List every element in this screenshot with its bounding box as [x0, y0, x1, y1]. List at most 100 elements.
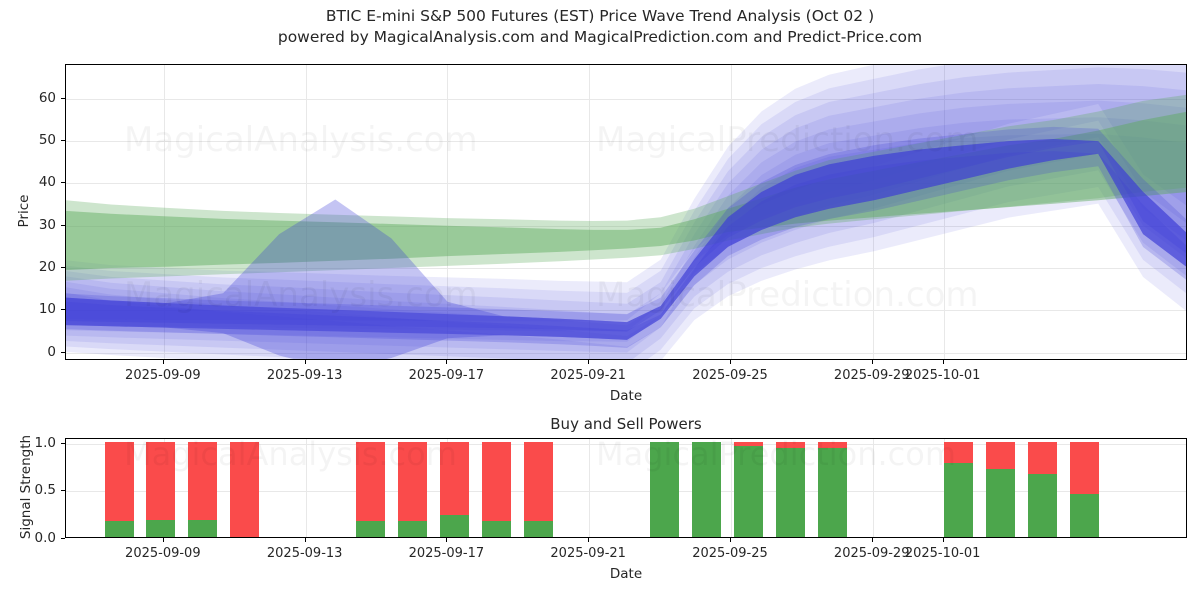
- blue-outer-band-3: [66, 84, 1186, 353]
- blue-inner-band-2: [66, 126, 1186, 332]
- signal-bar-buy-segment: [482, 520, 512, 537]
- blue-inner-band-1: [66, 139, 1186, 340]
- signal-bar[interactable]: [943, 439, 973, 537]
- signal-bar[interactable]: [733, 439, 763, 537]
- blue-core-band: [66, 139, 1186, 340]
- signal-gridline-v-1: [305, 439, 307, 537]
- signal-bar[interactable]: [146, 439, 176, 537]
- signal-xtick-mark-2: [446, 538, 448, 542]
- signal-bar-buy-segment: [524, 520, 554, 537]
- price-gridline-v-6: [943, 65, 945, 359]
- price-xtick-label-0: 2025-09-09: [125, 368, 201, 383]
- price-xtick-mark-6: [942, 360, 944, 364]
- price-ytick-mark-1: [61, 309, 65, 311]
- price-ytick-label-0: 0: [47, 343, 56, 360]
- price-gridline-v-3: [589, 65, 591, 359]
- signal-bar[interactable]: [356, 439, 386, 537]
- signal-bar-buy-segment: [146, 519, 176, 537]
- signal-bar-buy-segment: [1027, 474, 1057, 537]
- signal-bar-buy-segment: [1069, 494, 1099, 537]
- signal-bar-sell-segment: [230, 441, 260, 537]
- signal-bar-sell-segment: [524, 441, 554, 521]
- signal-bar-buy-segment: [104, 520, 134, 537]
- signal-bar[interactable]: [524, 439, 554, 537]
- price-xtick-label-2: 2025-09-17: [408, 368, 485, 383]
- signal-bar[interactable]: [1027, 439, 1057, 537]
- price-gridline-v-2: [447, 65, 449, 359]
- signal-bar[interactable]: [775, 439, 805, 537]
- price-gridline-v-0: [163, 65, 165, 359]
- price-chart-x-axis-label: Date: [609, 388, 643, 404]
- figure-title-block: BTIC E-mini S&P 500 Futures (EST) Price …: [0, 6, 1200, 48]
- signal-bar[interactable]: [691, 439, 721, 537]
- signal-chart-x-axis-label: Date: [609, 566, 643, 582]
- signal-bar-sell-segment: [1069, 441, 1099, 495]
- signal-xtick-label-2: 2025-09-17: [408, 546, 485, 561]
- price-gridline-h-0: [66, 352, 1186, 354]
- price-xtick-label-3: 2025-09-21: [550, 368, 626, 383]
- signal-bar[interactable]: [650, 439, 679, 537]
- price-wave-chart-axes: MagicalAnalysis.com MagicalPrediction.co…: [65, 64, 1187, 360]
- price-ytick-label-3: 30: [38, 216, 56, 233]
- price-gridline-v-4: [731, 65, 732, 359]
- signal-bar[interactable]: [440, 439, 470, 537]
- blue-inner-band-0: [66, 151, 1186, 348]
- blue-wave-bump-area: [66, 139, 1186, 359]
- blue-outer-band-1: [66, 117, 1186, 359]
- green-inner-band: [66, 111, 1186, 271]
- price-xtick-label-6: 2025-10-01: [904, 368, 981, 383]
- signal-bar[interactable]: [104, 439, 134, 537]
- signal-ytick-mark-1: [61, 490, 65, 492]
- price-gridline-h-2: [66, 268, 1186, 269]
- buy-sell-powers-title: Buy and Sell Powers: [550, 415, 702, 433]
- signal-gridline-v-5: [872, 439, 874, 537]
- signal-xtick-label-1: 2025-09-13: [266, 546, 343, 561]
- signal-bar-sell-segment: [1027, 441, 1057, 475]
- price-gridline-h-5: [66, 141, 1186, 143]
- signal-bar-buy-segment: [733, 445, 763, 537]
- signal-bar[interactable]: [482, 439, 512, 537]
- signal-bar-buy-segment: [650, 441, 679, 537]
- signal-ytick-label-1: 0.5: [34, 482, 56, 499]
- blue-outer-band-6: [66, 65, 1186, 322]
- signal-gridline-v-3: [589, 439, 591, 537]
- signal-bar[interactable]: [985, 439, 1015, 537]
- signal-bar[interactable]: [188, 439, 218, 537]
- signal-bar-buy-segment: [691, 441, 721, 537]
- price-xtick-mark-0: [162, 360, 164, 364]
- signal-bar-buy-segment: [775, 448, 805, 537]
- signal-bar-sell-segment: [985, 441, 1015, 470]
- signal-bar-buy-segment: [985, 469, 1015, 537]
- signal-bar-sell-segment: [817, 441, 847, 448]
- figure-subtitle: powered by MagicalAnalysis.com and Magic…: [277, 28, 923, 46]
- signal-bar-buy-segment: [440, 515, 470, 537]
- blue-outer-band-4: [66, 67, 1186, 342]
- signal-xtick-label-5: 2025-09-29: [833, 546, 910, 561]
- signal-bar[interactable]: [1069, 439, 1099, 537]
- signal-gridline-h-2: [66, 443, 1186, 445]
- price-ytick-mark-0: [61, 351, 65, 353]
- buy-sell-powers-axes: MagicalAnalysis.com MagicalPrediction.co…: [65, 438, 1187, 538]
- signal-bar-buy-segment: [356, 520, 386, 537]
- price-gridline-h-6: [66, 98, 1186, 100]
- signal-ytick-mark-2: [61, 442, 65, 444]
- signal-bar[interactable]: [398, 439, 428, 537]
- blue-outer-band-0: [66, 133, 1186, 359]
- signal-bar-buy-segment: [817, 447, 847, 537]
- price-chart-y-axis-label: Price: [16, 194, 32, 228]
- signal-bar[interactable]: [230, 439, 260, 537]
- signal-ytick-mark-0: [61, 538, 65, 539]
- signal-xtick-mark-0: [162, 538, 164, 542]
- signal-bar-sell-segment: [440, 441, 470, 516]
- signal-chart-y-axis-label: Signal Strength: [18, 434, 34, 540]
- price-band-areas: [66, 65, 1186, 359]
- price-gridline-v-5: [872, 65, 874, 359]
- price-ytick-mark-4: [61, 182, 65, 184]
- signal-bar[interactable]: [817, 439, 847, 537]
- blue-outer-band-2: [66, 100, 1186, 359]
- signal-bar-sell-segment: [943, 441, 973, 463]
- price-gridline-h-3: [66, 225, 1186, 227]
- signal-xtick-mark-1: [304, 538, 306, 542]
- price-xtick-mark-5: [871, 360, 873, 364]
